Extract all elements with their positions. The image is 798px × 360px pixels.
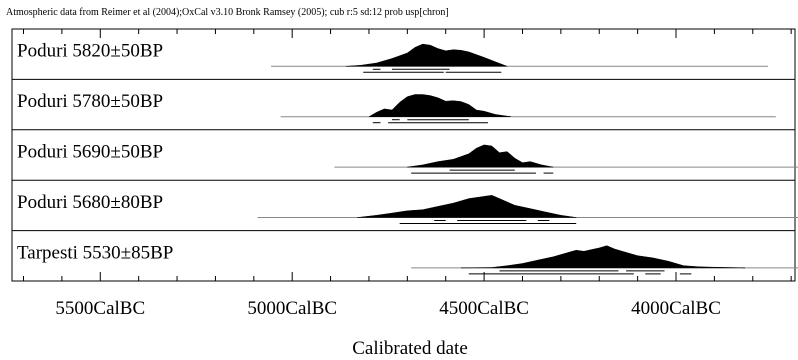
probability-distribution xyxy=(345,43,508,67)
x-axis: 5500CalBC 5000CalBC 4500CalBC 4000CalBC xyxy=(23,29,792,319)
x-axis-title: Calibrated date xyxy=(352,338,468,359)
probability-distribution xyxy=(368,94,512,117)
plot-frame xyxy=(11,28,796,282)
probability-distribution xyxy=(407,144,554,168)
chart-header-note: Atmospheric data from Reimer et al (2004… xyxy=(6,7,449,18)
sample-row: Poduri 5780±50BP xyxy=(12,78,795,124)
sample-label: Poduri 5780±50BP xyxy=(17,91,163,112)
x-tick-label: 5000CalBC xyxy=(247,298,337,319)
sample-row: Poduri 5690±50BP xyxy=(12,129,798,174)
x-tick-label: 5500CalBC xyxy=(55,298,145,319)
sample-rows: Poduri 5820±50BP Poduri 5780±50BP Poduri 5… xyxy=(12,41,798,275)
x-tick-label: 4000CalBC xyxy=(631,298,721,319)
sample-label: Poduri 5680±80BP xyxy=(17,192,163,213)
sample-row: Tarpesti 5530±85BP xyxy=(12,230,798,275)
probability-distribution xyxy=(357,195,577,218)
probability-distribution xyxy=(461,245,746,269)
sample-row: Poduri 5820±50BP xyxy=(17,41,769,73)
sample-row: Poduri 5680±80BP xyxy=(12,179,798,224)
sample-label: Tarpesti 5530±85BP xyxy=(17,242,173,263)
sample-label: Poduri 5690±50BP xyxy=(17,142,163,163)
sample-label: Poduri 5820±50BP xyxy=(17,41,163,62)
x-tick-label: 4500CalBC xyxy=(439,298,529,319)
